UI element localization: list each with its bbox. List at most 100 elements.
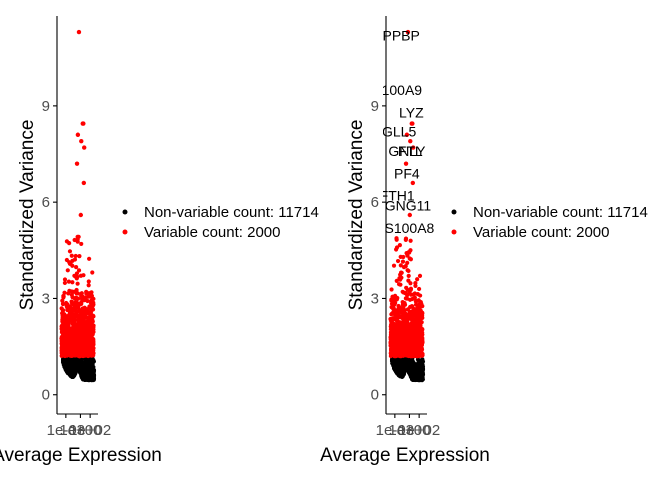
point-nonvariable [89, 365, 94, 370]
point-variable [405, 260, 410, 265]
point-variable [389, 330, 395, 335]
point-variable [410, 319, 415, 324]
point-variable [399, 270, 404, 275]
point-variable [391, 310, 396, 315]
point-nonvariable [75, 361, 80, 367]
point-variable [416, 337, 421, 342]
point-variable [418, 317, 423, 322]
left-legend: Non-variable count: 11714 Variable count:… [122, 204, 319, 241]
point-variable [406, 315, 412, 320]
point-variable [76, 313, 82, 318]
point-nonvariable [89, 359, 94, 364]
point-variable [413, 323, 418, 328]
point-variable [390, 344, 395, 349]
point-nonvariable [409, 370, 414, 375]
point-variable [84, 338, 89, 343]
point-nonvariable [407, 361, 412, 366]
point-variable [395, 321, 401, 326]
point-variable [75, 234, 80, 240]
point-variable-top [78, 212, 84, 218]
point-variable [396, 282, 402, 287]
point-variable [61, 316, 67, 321]
point-variable [72, 324, 78, 329]
point-variable [405, 325, 410, 330]
point-variable [417, 273, 423, 278]
point-nonvariable [394, 369, 399, 374]
point-nonvariable [90, 375, 95, 380]
point-variable [83, 321, 88, 327]
point-variable [399, 320, 404, 325]
point-variable [398, 332, 403, 337]
gene-label: IGLL5 [378, 124, 416, 140]
point-variable [420, 313, 425, 318]
point-variable [409, 334, 414, 339]
point-variable [79, 293, 84, 299]
point-variable [406, 268, 411, 274]
point-variable [86, 279, 91, 284]
point-variable [77, 335, 82, 341]
point-variable [408, 257, 413, 262]
point-variable [76, 296, 81, 301]
point-variable [408, 304, 413, 310]
point-variable [395, 258, 401, 264]
point-variable [80, 331, 85, 336]
gene-label: S100A9 [372, 82, 422, 98]
point-nonvariable [399, 372, 404, 378]
point-variable [61, 345, 66, 350]
x-tick-label: 1e+02 [398, 422, 440, 439]
point-variable-top [410, 121, 415, 126]
x-tick-label: 1e-03 [47, 422, 85, 439]
point-variable [67, 288, 72, 293]
point-variable [72, 237, 77, 243]
point-variable [60, 348, 65, 354]
point-variable [391, 325, 396, 330]
point-variable [400, 307, 405, 313]
point-variable [75, 274, 80, 279]
point-variable [91, 340, 96, 345]
point-variable [416, 325, 422, 330]
point-variable-top [403, 161, 409, 166]
point-variable [61, 338, 66, 343]
point-variable [79, 299, 84, 305]
point-nonvariable [418, 359, 424, 364]
point-variable [89, 317, 94, 322]
point-variable [65, 322, 70, 327]
point-variable [397, 276, 402, 281]
point-variable [81, 326, 86, 331]
right-y-axis-title: Standardized Variance [346, 120, 367, 311]
point-nonvariable [65, 368, 70, 373]
point-variable [394, 348, 399, 353]
point-variable [412, 350, 417, 355]
right-scatter-points [388, 29, 426, 383]
point-variable [89, 293, 95, 299]
y-tick-label: 9 [371, 98, 379, 115]
point-variable [60, 329, 65, 334]
point-variable [396, 339, 401, 344]
legend-entry-label: Non-variable count: 11714 [473, 204, 648, 221]
point-variable [393, 300, 398, 306]
point-variable-top [410, 180, 416, 186]
point-variable [71, 343, 76, 349]
point-variable [415, 277, 420, 282]
point-variable [71, 312, 76, 317]
point-nonvariable [415, 357, 421, 362]
point-variable [414, 307, 420, 312]
left-x-axis-title: Average Expression [0, 445, 162, 466]
point-variable [64, 337, 69, 342]
legend-swatch [122, 229, 128, 235]
point-variable [403, 332, 408, 337]
point-variable [79, 322, 84, 327]
point-variable [403, 337, 409, 342]
point-variable [65, 268, 70, 273]
point-nonvariable [398, 363, 404, 369]
point-variable [75, 281, 80, 286]
legend-entry-label: Variable count: 2000 [144, 224, 281, 241]
point-variable [69, 301, 75, 306]
point-variable [62, 277, 68, 282]
point-variable [73, 335, 78, 340]
y-tick-label: 0 [42, 387, 50, 404]
point-variable [64, 346, 70, 351]
point-variable [85, 352, 90, 358]
